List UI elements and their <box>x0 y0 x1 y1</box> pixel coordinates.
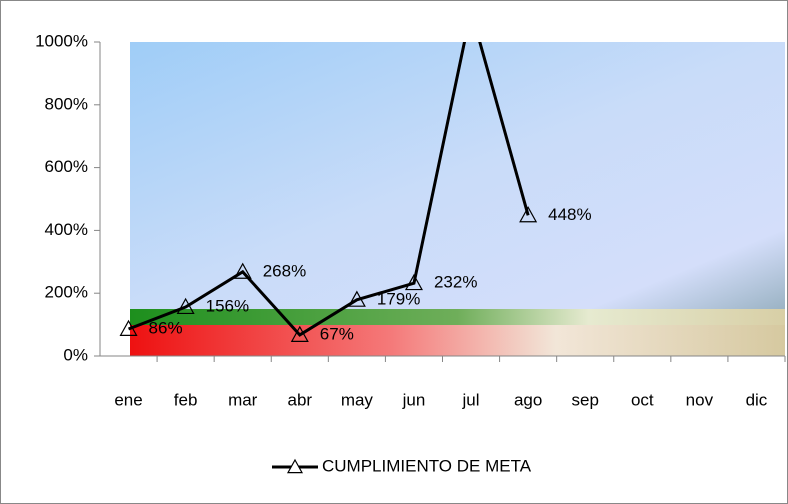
series-line <box>128 42 530 337</box>
point-marker <box>347 290 366 307</box>
x-tick-label: oct <box>631 390 654 409</box>
data-label: 179% <box>377 289 420 308</box>
x-tick-label: jul <box>462 390 480 409</box>
point-marker <box>290 325 309 342</box>
x-tick-label: dic <box>746 390 768 409</box>
x-tick-label: feb <box>174 390 198 409</box>
band-background <box>130 42 785 309</box>
y-tick-label: 200% <box>45 283 88 302</box>
x-tick-label: ago <box>514 390 542 409</box>
point-marker <box>519 206 538 223</box>
data-label: 448% <box>548 205 591 224</box>
legend-marker <box>286 458 304 474</box>
y-tick-label: 400% <box>45 220 88 239</box>
legend-label: CUMPLIMIENTO DE META <box>322 456 532 475</box>
x-tick-label: mar <box>228 390 258 409</box>
data-label: 268% <box>263 261 306 280</box>
x-tick-label: sep <box>571 390 598 409</box>
data-label: 156% <box>206 297 249 316</box>
x-tick-label: nov <box>686 390 714 409</box>
x-tick-label: may <box>341 390 374 409</box>
y-tick-label: 0% <box>63 345 88 364</box>
point-marker <box>176 297 195 315</box>
band-background <box>130 325 785 356</box>
x-tick-label: abr <box>288 390 313 409</box>
point-marker <box>233 262 252 279</box>
x-tick-label: jun <box>402 390 426 409</box>
data-label: 67% <box>320 324 354 343</box>
y-tick-label: 800% <box>45 94 88 113</box>
point-marker <box>404 273 423 291</box>
x-tick-label: ene <box>114 390 142 409</box>
data-label: 86% <box>149 318 183 337</box>
y-tick-label: 600% <box>45 157 88 176</box>
data-label: 232% <box>434 273 477 292</box>
point-marker <box>119 319 138 336</box>
y-tick-label: 1000% <box>35 31 88 50</box>
band-background <box>130 309 785 325</box>
